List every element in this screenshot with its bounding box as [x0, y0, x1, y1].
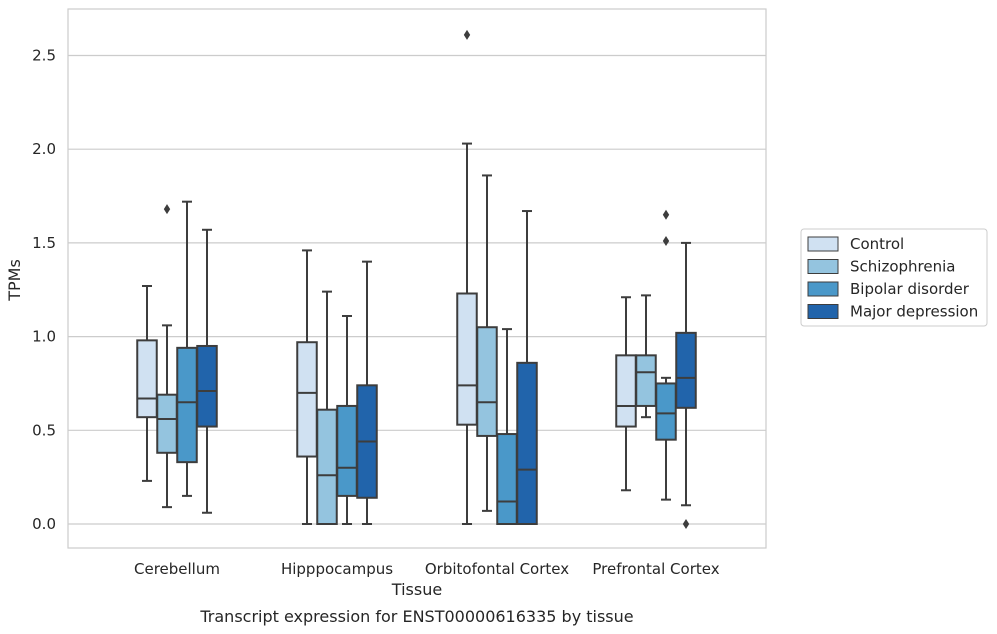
legend-swatch — [807, 259, 839, 274]
y-tick-label: 2.0 — [32, 140, 56, 158]
legend-label: Bipolar disorder — [850, 280, 970, 298]
box-body — [336, 404, 358, 497]
box-series — [136, 29, 697, 529]
series-bipolar-disorder — [176, 200, 677, 526]
box-body — [496, 433, 518, 526]
figure-caption: Transcript expression for ENST0000061633… — [199, 607, 633, 626]
box — [456, 29, 478, 525]
box — [336, 314, 358, 525]
y-tick-label: 1.0 — [32, 328, 56, 346]
box — [635, 294, 657, 419]
x-axis-title: Tissue — [391, 580, 442, 599]
legend-swatch — [807, 281, 839, 297]
box-body — [655, 382, 677, 441]
box — [296, 249, 318, 525]
y-tick-label: 0.0 — [32, 515, 56, 533]
x-tick-label: Hipppocampus — [281, 560, 393, 578]
box — [655, 209, 677, 501]
y-tick-label: 1.5 — [32, 234, 56, 252]
legend-label: Schizophrenia — [850, 258, 955, 276]
box-body — [196, 344, 218, 428]
box-body — [316, 408, 338, 526]
outlier-point — [463, 29, 471, 40]
series-control — [136, 29, 637, 525]
box — [615, 296, 637, 492]
legend-frame — [800, 228, 988, 327]
x-tick-label: Prefrontal Cortex — [592, 560, 719, 578]
box-body — [136, 339, 158, 419]
y-tick-label: 2.5 — [32, 47, 56, 65]
box-body — [635, 354, 657, 407]
y-axis-title: TPMs — [5, 259, 24, 302]
box-body — [476, 326, 498, 437]
series-schizophrenia — [156, 174, 657, 526]
plot-area-frame — [67, 8, 767, 549]
legend-label: Control — [850, 235, 904, 253]
legend-swatch — [807, 236, 839, 252]
box — [196, 228, 218, 514]
box — [496, 328, 518, 526]
box — [316, 290, 338, 526]
box-body — [176, 346, 198, 464]
box-body — [516, 361, 538, 525]
legend-swatch — [807, 304, 839, 319]
x-tick-label: Orbitofontal Cortex — [425, 560, 569, 578]
box — [356, 260, 378, 525]
legend-label: Major depression — [850, 303, 978, 321]
series-major-depression — [196, 210, 697, 529]
box — [516, 210, 538, 525]
box — [476, 174, 498, 512]
legend: Control Schizophrenia Bipolar disorder Majo… — [800, 228, 988, 327]
box-body — [296, 341, 318, 458]
box-body — [675, 331, 697, 409]
outlier-point — [163, 204, 171, 215]
box — [156, 204, 178, 509]
y-tick-label: 0.5 — [32, 421, 56, 439]
box — [176, 200, 198, 497]
box-body — [156, 393, 178, 454]
outlier-point — [662, 236, 670, 247]
box — [136, 285, 158, 482]
x-axis-ticks: Cerebellum Hipppocampus Orbitofontal Corte… — [134, 560, 720, 578]
box-body — [615, 354, 637, 428]
box — [675, 241, 697, 529]
outlier-point — [662, 209, 670, 220]
x-tick-label: Cerebellum — [134, 560, 220, 578]
y-axis-ticks: 0.0 0.5 1.0 1.5 2.0 2.5 — [32, 47, 56, 534]
box-body — [456, 292, 478, 426]
outlier-point — [682, 519, 690, 529]
